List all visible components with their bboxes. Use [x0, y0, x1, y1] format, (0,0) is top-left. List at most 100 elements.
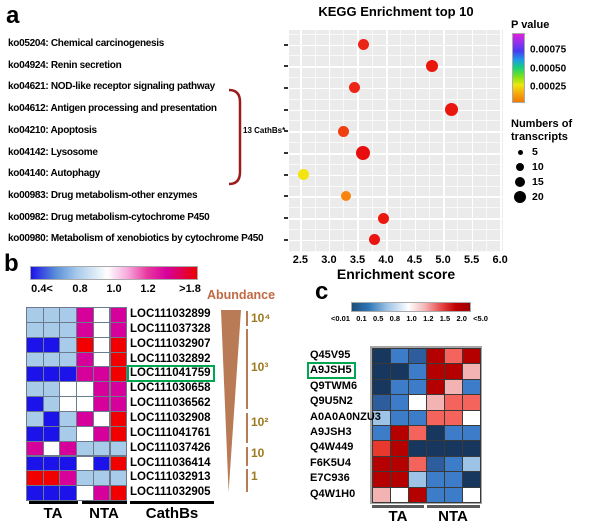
protein-id-label: A9JSH5 [310, 364, 352, 377]
ta-underline [29, 501, 78, 504]
heatmap-cell [92, 396, 111, 412]
gridline-h-minor [289, 33, 503, 35]
gridline-v [314, 30, 316, 252]
x-tick-label: 3.5 [349, 254, 366, 266]
size-legend-dot [514, 191, 526, 203]
pathway-label: ko00983: Drug metabolism-other enzymes [8, 189, 198, 201]
heatmap-cell [92, 440, 111, 457]
size-legend-dot [517, 149, 523, 155]
pathway-label: ko04210: Apoptosis [8, 124, 97, 136]
panel-c-scale-label: <5.0 [473, 314, 488, 323]
y-axis-tick [284, 86, 288, 89]
heatmap-cell [26, 455, 44, 472]
gridline-h [289, 239, 503, 242]
gene-id-label: LOC111032892 [130, 352, 211, 365]
data-point [425, 60, 438, 73]
gene-id-label: LOC111037426 [130, 441, 211, 454]
group-label-cathbs: CathBs [145, 505, 199, 522]
abundance-axis-segment [246, 469, 248, 492]
heatmap-cell [109, 396, 128, 412]
abundance-tick-label: 10 [251, 446, 265, 460]
heatmap-cell [42, 351, 61, 368]
abundance-axis-segment [246, 311, 248, 326]
panel-b-scale-label: 1.0 [106, 283, 122, 295]
data-point [341, 191, 352, 202]
heatmap-cell [92, 381, 111, 398]
pvalue-tick-label: 0.00075 [530, 44, 567, 56]
pathway-label: ko04612: Antigen processing and presenta… [8, 103, 217, 115]
x-axis-title: Enrichment score [336, 266, 456, 282]
gridline-h [289, 44, 503, 46]
heatmap-cell [390, 409, 409, 426]
cathbs-underline [130, 501, 214, 504]
y-axis-tick [284, 108, 288, 111]
heatmap-cell [444, 486, 463, 503]
pathway-label: ko04924: Renin secretion [8, 59, 122, 71]
heatmap-cell [109, 425, 128, 442]
panel-c-colorbar-ticks: <0.01 0.1 0.5 0.8 1.0 1.2 1.5 2.0 <5.0 [331, 314, 488, 323]
gridline-h [289, 131, 503, 133]
heatmap-cell [390, 394, 409, 411]
y-axis-tick [284, 173, 288, 176]
heatmap-cell [26, 396, 44, 412]
heatmap-cell [42, 485, 61, 502]
heatmap-cell [390, 440, 409, 457]
heatmap-cell [372, 425, 391, 442]
group-label-ta: TA [43, 505, 63, 522]
heatmap-cell [372, 363, 391, 380]
heatmap-cell [444, 455, 463, 473]
heatmap-cell [109, 470, 128, 487]
heatmap-cell [372, 394, 391, 411]
heatmap-cell [426, 440, 445, 457]
gridline-h-minor [289, 250, 503, 252]
panel-c-scale-label: 2.0 [456, 314, 467, 323]
heatmap-cell [26, 410, 44, 427]
gridline-h-minor [289, 207, 503, 209]
panel-b-label: b [4, 250, 19, 277]
data-point [357, 39, 369, 50]
heatmap-cell [408, 378, 427, 396]
heatmap-cell [444, 378, 463, 396]
heatmap-cell [92, 455, 111, 472]
pvalue-tick-label: 0.00025 [530, 81, 567, 93]
gridline-v [357, 30, 359, 252]
gridline-v [300, 30, 302, 252]
heatmap-cell [426, 425, 445, 442]
gene-id-label: LOC111032907 [130, 337, 211, 350]
protein-id-label: Q9TWM6 [310, 379, 358, 392]
heatmap-cell [390, 425, 409, 442]
heatmap-cell [408, 409, 427, 426]
highlight-box-a9jsh5 [307, 362, 356, 379]
panel-a-label: a [6, 2, 20, 29]
heatmap-cell [59, 455, 78, 472]
heatmap-cell [462, 394, 481, 411]
heatmap-cell [59, 440, 78, 457]
heatmap-cell [59, 307, 78, 323]
heatmap-cell [42, 440, 61, 457]
heatmap-cell [444, 440, 463, 457]
heatmap-cell [462, 378, 481, 396]
heatmap-cell [426, 409, 445, 426]
panel-c-scale-label: <0.01 [331, 314, 350, 323]
protein-id-label: Q4W1H0 [310, 487, 356, 500]
gridline-v [500, 30, 502, 252]
heatmap-cell [76, 307, 94, 323]
gridline-h-minor [289, 77, 503, 79]
gene-id-label: LOC111041761 [130, 426, 211, 439]
pvalue-colorbar [512, 33, 525, 103]
heatmap-cell [76, 396, 94, 412]
heatmap-cell [26, 366, 44, 383]
heatmap-cell [59, 351, 78, 368]
heatmap-cell [109, 336, 128, 353]
heatmap-cell [444, 425, 463, 442]
heatmap-cell [372, 455, 391, 473]
gene-id-label: LOC111032899 [130, 308, 211, 320]
heatmap-cell [390, 486, 409, 503]
gene-id-label: LOC111032913 [130, 471, 211, 484]
heatmap-cell [372, 471, 391, 488]
heatmap-cell [42, 470, 61, 487]
pathway-label: ko00982: Drug metabolism-cytochrome P450 [8, 211, 210, 223]
y-axis-tick [284, 217, 288, 220]
heatmap-cell [408, 348, 427, 365]
heatmap-cell [26, 381, 44, 398]
